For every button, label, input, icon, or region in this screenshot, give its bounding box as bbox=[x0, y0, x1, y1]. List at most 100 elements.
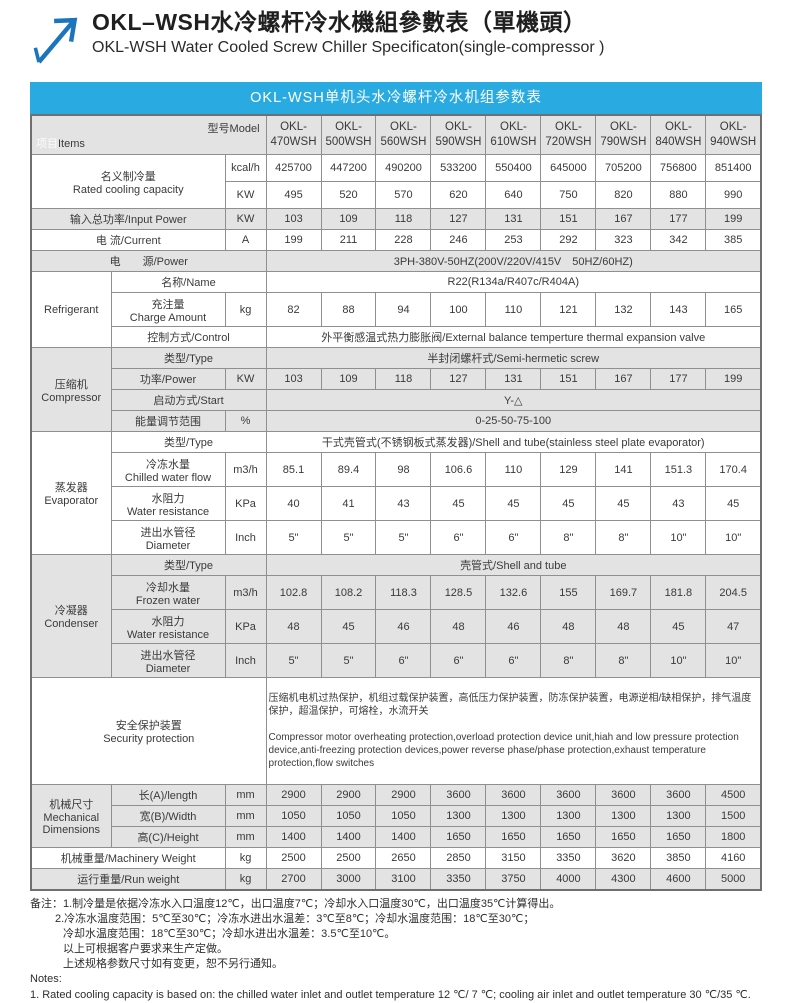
row-evaporator-diameter: 进出水管径 Diameter Inch 5" 5" 5" 6" 6" 8" 8" 10" 10" bbox=[31, 520, 762, 555]
value-cell: 3600 bbox=[595, 784, 652, 806]
value-cell: 199 bbox=[705, 208, 762, 230]
value-cell: 48 bbox=[595, 609, 652, 644]
value-cell: 323 bbox=[595, 229, 652, 251]
value-cell: 1650 bbox=[485, 826, 542, 848]
value-cell: 151 bbox=[540, 368, 597, 390]
value-cell: 103 bbox=[265, 368, 322, 390]
value-cell: 5000 bbox=[705, 868, 762, 890]
value-cell: 94 bbox=[375, 292, 432, 327]
value-cell: 45 bbox=[650, 609, 707, 644]
value-cell: 1050 bbox=[265, 805, 322, 827]
security-text-zh: 压缩机电机过热保护，机组过载保护装置，高低压力保护装置，防冻保护装置，电源逆相/… bbox=[268, 693, 752, 717]
value-cell: 3600 bbox=[540, 784, 597, 806]
value-cell: 1050 bbox=[320, 805, 377, 827]
row-rated-kcal: 名义制冷量 Rated cooling capacity kcal/h 4257… bbox=[30, 154, 762, 209]
value-cell: 6" bbox=[430, 643, 487, 678]
value-cell: 1300 bbox=[595, 805, 652, 827]
value-cell: 880 bbox=[650, 181, 707, 209]
value-cell: 98 bbox=[375, 452, 432, 487]
row-condenser-flow: 冷却水量 Frozen water m3/h 102.8 108.2 118.3 12… bbox=[31, 575, 762, 610]
unit-cell: KPa bbox=[224, 486, 267, 521]
unit-cell: KW bbox=[224, 181, 267, 209]
page-subtitle: OKL-WSH Water Cooled Screw Chiller Speci… bbox=[92, 38, 605, 56]
value-cell: 342 bbox=[650, 229, 707, 251]
value-cell: 756800 bbox=[650, 154, 707, 182]
value-cell: 167 bbox=[595, 208, 652, 230]
row-label: 名称/Name bbox=[110, 271, 267, 293]
value-cell: 165 bbox=[705, 292, 762, 327]
value-cell: 106.6 bbox=[430, 452, 487, 487]
value-cell: 10" bbox=[650, 520, 707, 555]
row-evaporator-flow: 冷冻水量 Chilled water flow m3/h 85.1 89.4 98 1… bbox=[31, 452, 762, 487]
table-header-row: 项目Items 型号Model OKL- 470WSH OKL- 500WSH OK… bbox=[30, 114, 762, 155]
spec-table: 项目Items 型号Model OKL- 470WSH OKL- 500WSH OK… bbox=[30, 114, 762, 891]
value-cell: 46 bbox=[375, 609, 432, 644]
model-header: OKL- 790WSH bbox=[595, 114, 652, 155]
row-condenser-resistance: 水阻力 Water resistance KPa 48 45 46 48 46 48 48 4… bbox=[31, 609, 762, 644]
unit-cell: % bbox=[224, 410, 267, 432]
value-cell: 2900 bbox=[375, 784, 432, 806]
value-cell: 89.4 bbox=[320, 452, 377, 487]
row-compressor-type: 压缩机 Compressor 类型/Type 半封闭螺杆式/Semi-herme… bbox=[30, 347, 762, 432]
value-cell: 10" bbox=[705, 520, 762, 555]
note-line: 以上可根据客户要求来生产定做。 bbox=[63, 943, 228, 956]
value-cell: 6" bbox=[485, 520, 542, 555]
value-cell: 620 bbox=[430, 181, 487, 209]
value-cell: 2700 bbox=[265, 868, 322, 890]
value-cell: 1400 bbox=[265, 826, 322, 848]
value-cell: 8" bbox=[540, 520, 597, 555]
value-cell: 45 bbox=[430, 486, 487, 521]
value-cell: 壳管式/Shell and tube bbox=[265, 554, 762, 576]
note-line: Notes: bbox=[30, 973, 62, 986]
row-machinery-weight: 机械重量/Machinery Weight kg 2500 2500 2650 285… bbox=[30, 847, 762, 869]
value-cell: 3100 bbox=[375, 868, 432, 890]
corner-cell: 项目Items 型号Model bbox=[30, 114, 267, 155]
value-cell: 2850 bbox=[430, 847, 487, 869]
value-cell: 1300 bbox=[540, 805, 597, 827]
row-label: 长(A)/length bbox=[110, 784, 226, 806]
row-label: 类型/Type bbox=[110, 347, 267, 369]
value-cell: 127 bbox=[430, 368, 487, 390]
value-cell: 4160 bbox=[705, 847, 762, 869]
model-header: OKL- 610WSH bbox=[485, 114, 542, 155]
arrow-up-right-icon bbox=[30, 8, 80, 64]
value-cell: 640 bbox=[485, 181, 542, 209]
value-cell: 45 bbox=[540, 486, 597, 521]
row-run-weight: 运行重量/Run weight kg 2700 3000 3100 3350 3750 4… bbox=[30, 868, 762, 890]
value-cell: 228 bbox=[375, 229, 432, 251]
note-line: 2.冷冻水温度范围：5℃至30℃；冷冻水进出水温差：3℃至8℃；冷却水温度范围：… bbox=[55, 912, 535, 925]
value-cell: 128.5 bbox=[430, 575, 487, 610]
value-cell: 131 bbox=[485, 208, 542, 230]
value-cell: 4500 bbox=[705, 784, 762, 806]
value-cell: 246 bbox=[430, 229, 487, 251]
value-cell: 45 bbox=[320, 609, 377, 644]
value-cell: 550400 bbox=[485, 154, 542, 182]
model-header: OKL- 840WSH bbox=[650, 114, 707, 155]
value-cell: 3600 bbox=[430, 784, 487, 806]
value-cell: 102.8 bbox=[265, 575, 322, 610]
row-label: 运行重量/Run weight bbox=[30, 868, 226, 890]
value-cell: 1300 bbox=[430, 805, 487, 827]
value-cell: 750 bbox=[540, 181, 597, 209]
row-label: 宽(B)/Width bbox=[110, 805, 226, 827]
value-cell: 851400 bbox=[705, 154, 762, 182]
value-cell: 167 bbox=[595, 368, 652, 390]
value-cell: 4600 bbox=[650, 868, 707, 890]
value-cell: 385 bbox=[705, 229, 762, 251]
value-cell: 495 bbox=[265, 181, 322, 209]
unit-cell: A bbox=[224, 229, 267, 251]
model-label: 型号Model bbox=[207, 123, 260, 135]
value-cell: 压缩机电机过热保护，机组过载保护装置，高低压力保护装置，防冻保护装置，电源逆相/… bbox=[265, 677, 762, 785]
value-cell: 6" bbox=[430, 520, 487, 555]
row-label: 能量调节范围 bbox=[110, 410, 226, 432]
note-line: 备注：1.制冷量是依据冷冻水入口温度12℃，出口温度7℃；冷却水入口温度30℃，… bbox=[30, 897, 561, 910]
value-cell: 204.5 bbox=[705, 575, 762, 610]
value-cell: 48 bbox=[540, 609, 597, 644]
value-cell: 3600 bbox=[485, 784, 542, 806]
value-cell: 5" bbox=[265, 643, 322, 678]
model-header: OKL- 720WSH bbox=[540, 114, 597, 155]
value-cell: 85.1 bbox=[265, 452, 322, 487]
value-cell: 8" bbox=[540, 643, 597, 678]
value-cell: 40 bbox=[265, 486, 322, 521]
